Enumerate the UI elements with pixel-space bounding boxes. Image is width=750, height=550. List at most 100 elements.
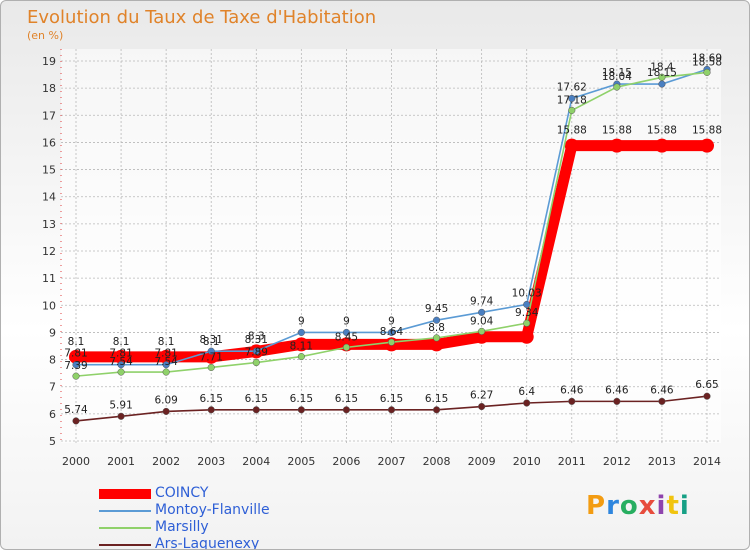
legend-item: COINCY — [99, 485, 270, 502]
legend-label: Marsilly — [155, 519, 209, 535]
data-label: 6.15 — [290, 393, 313, 405]
x-tick-label: 2002 — [152, 455, 180, 468]
data-point — [159, 349, 174, 364]
data-point — [568, 106, 576, 114]
x-tick-label: 2010 — [513, 455, 541, 468]
y-tick-label: 5 — [49, 435, 56, 448]
data-point — [568, 397, 576, 405]
data-point — [613, 83, 621, 91]
data-point — [72, 417, 80, 425]
chart-subtitle: (en %) — [27, 29, 64, 42]
y-tick-label: 15 — [42, 164, 56, 177]
proxiti-logo: Proxiti — [586, 491, 690, 521]
axes: 5 6 7 8 9 10 11 12 13 14 15 16 17 18 19 2000 2001 2002 200… — [42, 49, 721, 468]
logo-letter: P — [586, 491, 607, 521]
data-label: 8.8 — [428, 322, 445, 334]
data-point — [117, 361, 125, 369]
data-labels: 8.1 8.1 8.1 8.1 8.315.88 15.88 15.88 15.887.81 7… — [64, 52, 722, 415]
data-point — [72, 372, 80, 380]
data-label: 8.3 — [248, 330, 265, 342]
y-tick-label: 19 — [42, 55, 56, 68]
data-point — [703, 392, 711, 400]
data-label: 15.88 — [557, 125, 587, 137]
x-tick-label: 2006 — [332, 455, 360, 468]
data-point — [564, 138, 579, 153]
y-tick-label: 12 — [42, 245, 56, 258]
data-label: 17.18 — [557, 94, 587, 106]
data-point — [474, 329, 489, 344]
data-label: 9 — [298, 315, 305, 327]
data-point — [117, 368, 125, 376]
x-tick-label: 2003 — [197, 455, 225, 468]
data-label: 9.34 — [515, 307, 539, 319]
data-point — [523, 399, 531, 407]
x-tick-label: 2014 — [693, 455, 721, 468]
data-label: 18.15 — [647, 67, 677, 79]
data-label: 7.39 — [64, 360, 87, 372]
data-label: 6.15 — [200, 393, 223, 405]
data-point — [162, 361, 170, 369]
data-point — [387, 328, 396, 336]
data-label: 9.04 — [470, 315, 494, 327]
legend: COINCY Montoy-Flanville Marsilly Ars-Laq… — [99, 485, 270, 549]
data-point — [433, 316, 441, 324]
data-point — [72, 361, 80, 369]
y-tick-label: 7 — [49, 381, 56, 394]
legend-swatch-marsilly — [99, 526, 151, 529]
y-tick-label: 8 — [49, 354, 56, 367]
data-point — [658, 80, 666, 88]
data-label: 15.88 — [647, 125, 677, 137]
data-label: 8.1 — [113, 336, 130, 348]
data-label: 6.15 — [380, 393, 403, 405]
data-label: 6.15 — [425, 393, 448, 405]
y-tick-label: 6 — [49, 408, 56, 421]
y-tick-label: 14 — [42, 191, 56, 204]
data-point — [342, 328, 350, 336]
plot-area — [61, 49, 721, 443]
data-point — [387, 338, 396, 346]
legend-label: Montoy-Flanville — [155, 502, 270, 518]
data-label: 8.31 — [200, 334, 223, 346]
data-point — [207, 347, 215, 355]
legend-item: Montoy-Flanville — [99, 502, 270, 519]
data-point — [252, 359, 260, 367]
data-label: 6.46 — [605, 384, 629, 396]
y-tick-label: 16 — [42, 136, 56, 149]
data-label: 6.4 — [518, 386, 535, 398]
data-point — [294, 337, 309, 352]
data-point — [252, 406, 260, 414]
x-tick-label: 2001 — [107, 455, 135, 468]
x-tick-label: 2009 — [468, 455, 496, 468]
data-label: 18.15 — [602, 67, 632, 79]
data-label: 8.1 — [203, 336, 220, 348]
y-tick-label: 9 — [49, 326, 56, 339]
series-lines — [69, 65, 714, 425]
data-point — [703, 68, 711, 76]
data-point — [658, 73, 666, 81]
data-point — [387, 406, 396, 414]
data-point — [613, 397, 621, 405]
data-label: 18.04 — [602, 71, 632, 83]
data-label: 10.03 — [512, 287, 542, 299]
data-point — [700, 138, 714, 153]
data-label: 9.45 — [425, 303, 448, 315]
y-tick-label: 11 — [42, 272, 56, 285]
data-label: 8.11 — [290, 341, 313, 353]
y-tick-label: 10 — [42, 299, 56, 312]
x-tick-label: 2008 — [423, 455, 451, 468]
data-point — [117, 412, 125, 420]
data-label: 6.15 — [245, 393, 268, 405]
logo-letter: i — [679, 491, 690, 521]
data-point — [429, 337, 444, 352]
logo-letter: r — [606, 491, 620, 521]
data-point — [478, 327, 486, 335]
x-tick-label: 2000 — [62, 455, 90, 468]
data-point — [654, 138, 669, 153]
legend-label: COINCY — [155, 485, 209, 501]
x-tick-label: 2004 — [242, 455, 270, 468]
data-point — [519, 329, 534, 344]
data-point — [433, 334, 441, 342]
data-point — [658, 397, 666, 405]
x-tick-label: 2005 — [287, 455, 315, 468]
